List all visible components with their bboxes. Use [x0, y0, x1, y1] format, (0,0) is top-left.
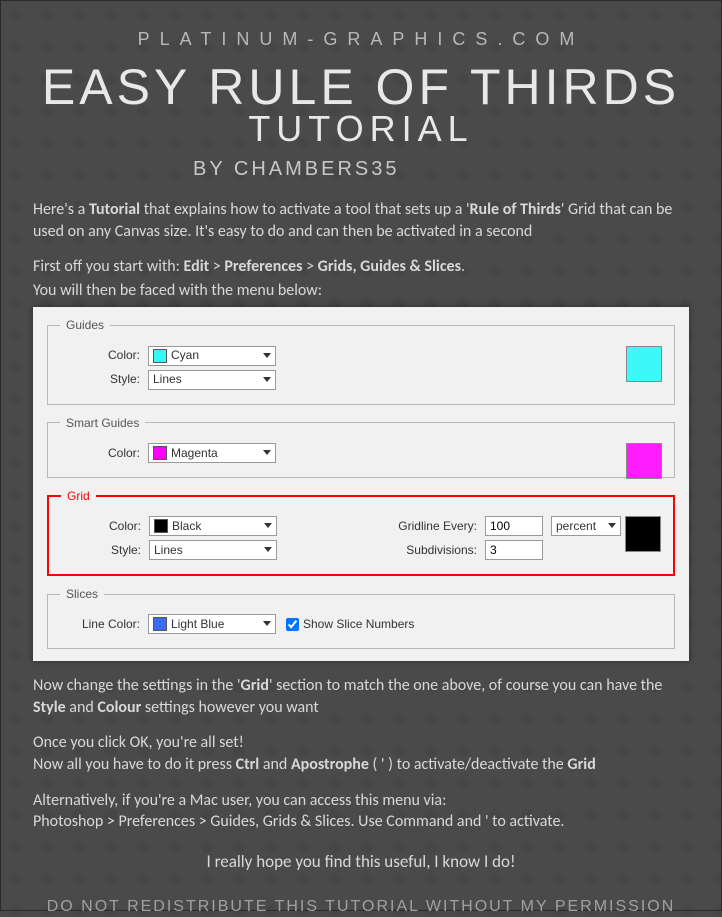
- guides-color-swatch-icon: [153, 349, 167, 363]
- grid-color-swatch-icon: [154, 519, 168, 533]
- chevron-down-icon: [264, 547, 272, 552]
- content-area: Here's a Tutorial that explains how to a…: [1, 181, 721, 917]
- chevron-down-icon: [608, 523, 616, 528]
- grid-color-select[interactable]: Black: [149, 516, 277, 536]
- footer-text: DO NOT REDISTRIBUTE THIS TUTORIAL WITHOU…: [33, 896, 689, 917]
- guides-fieldset: Guides Color: Cyan Style: Lines: [47, 317, 675, 404]
- grid-fieldset: Grid Color: Black Gridline Every: percen…: [47, 488, 675, 576]
- smart-swatch[interactable]: [626, 443, 662, 479]
- intro-paragraph-2: First off you start with: Edit > Prefere…: [33, 256, 689, 278]
- slices-color-swatch-icon: [153, 617, 167, 631]
- gridline-every-input[interactable]: [485, 516, 543, 536]
- subdivisions-label: Subdivisions:: [387, 542, 477, 558]
- slices-fieldset: Slices Line Color: Light Blue Show Slice…: [47, 586, 675, 649]
- grid-color-label: Color:: [61, 518, 141, 534]
- guides-color-select[interactable]: Cyan: [148, 346, 276, 366]
- grid-style-select[interactable]: Lines: [149, 540, 277, 560]
- show-slice-numbers-label: Show Slice Numbers: [303, 616, 414, 632]
- chevron-down-icon: [263, 450, 271, 455]
- slices-color-select[interactable]: Light Blue: [148, 614, 276, 634]
- show-slice-numbers-checkbox[interactable]: [286, 618, 299, 631]
- grid-legend: Grid: [61, 488, 96, 504]
- smart-color-swatch-icon: [153, 446, 167, 460]
- chevron-down-icon: [263, 377, 271, 382]
- slices-legend: Slices: [60, 586, 104, 602]
- slices-color-label: Line Color:: [60, 616, 140, 632]
- chevron-down-icon: [263, 621, 271, 626]
- grid-swatch[interactable]: [625, 516, 661, 552]
- chevron-down-icon: [263, 353, 271, 358]
- post-paragraph-2: Once you click OK, you're all set! Now a…: [33, 732, 689, 775]
- intro-paragraph-1: Here's a Tutorial that explains how to a…: [33, 199, 689, 242]
- site-header: PLATINUM-GRAPHICS.COM: [1, 29, 721, 50]
- smart-color-label: Color:: [60, 445, 140, 461]
- grid-style-label: Style:: [61, 542, 141, 558]
- smart-color-select[interactable]: Magenta: [148, 443, 276, 463]
- closing-line: I really hope you find this useful, I kn…: [33, 851, 689, 874]
- post-paragraph-1: Now change the settings in the 'Grid' se…: [33, 675, 689, 718]
- intro-paragraph-3: You will then be faced with the menu bel…: [33, 280, 689, 302]
- subdivisions-input[interactable]: [485, 540, 543, 560]
- smart-guides-fieldset: Smart Guides Color: Magenta: [47, 415, 675, 478]
- guides-color-label: Color:: [60, 347, 140, 363]
- byline: BY CHAMBERS35: [193, 158, 721, 181]
- gridline-every-label: Gridline Every:: [387, 518, 477, 534]
- guides-style-label: Style:: [60, 371, 140, 387]
- chevron-down-icon: [264, 523, 272, 528]
- smart-guides-legend: Smart Guides: [60, 415, 145, 431]
- gridline-unit-select[interactable]: percent: [551, 516, 621, 536]
- guides-swatch[interactable]: [626, 346, 662, 382]
- post-paragraph-3: Alternatively, if you're a Mac user, you…: [33, 790, 689, 833]
- guides-legend: Guides: [60, 317, 110, 333]
- preferences-dialog: Guides Color: Cyan Style: Lines Smart Gu…: [33, 307, 689, 661]
- guides-style-select[interactable]: Lines: [148, 370, 276, 390]
